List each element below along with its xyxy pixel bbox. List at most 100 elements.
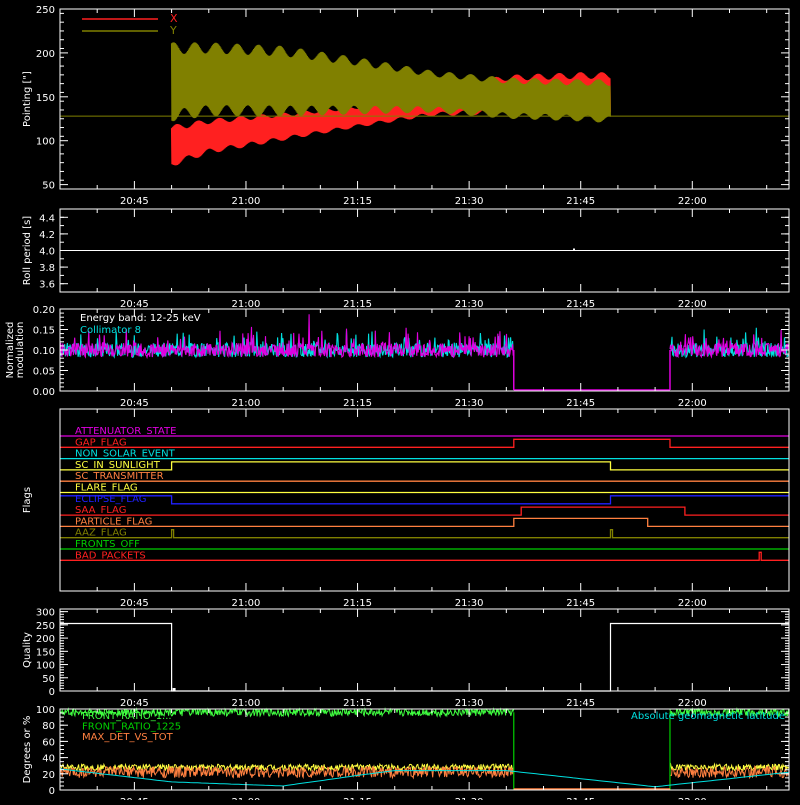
yellow-trace xyxy=(669,762,790,772)
y-tick-label: 4.2 xyxy=(39,230,55,241)
y-axis-label: Degrees or % xyxy=(22,716,33,784)
x-tick-label: 22:00 xyxy=(678,196,707,207)
y-tick-label: 250 xyxy=(36,621,55,632)
flag-trace-saa-flag xyxy=(60,506,789,516)
modulation-trace xyxy=(59,314,514,360)
x-tick-label: 21:00 xyxy=(232,299,261,310)
x-tick-label: 21:45 xyxy=(566,398,595,409)
x-tick-label: 21:45 xyxy=(566,299,595,310)
y-tick-label: 200 xyxy=(36,49,55,60)
x-tick-label: 21:30 xyxy=(455,398,484,409)
panel-frame xyxy=(59,8,790,190)
y-tick-label: 0.10 xyxy=(33,346,55,357)
x-tick-label: 20:45 xyxy=(120,598,149,609)
x-tick-label: 22:00 xyxy=(678,299,707,310)
x-tick-label: 22:00 xyxy=(678,398,707,409)
x-tick-label: 22:00 xyxy=(678,598,707,609)
flag-label-gap-flag: GAP_FLAG xyxy=(75,437,127,448)
flag-label-particle-flag: PARTICLE_FLAG xyxy=(75,516,152,527)
y-tick-label: 0 xyxy=(49,687,55,698)
y-axis-label: Normalized xyxy=(5,322,16,379)
annotation-collimator: Collimator 8 xyxy=(80,325,141,336)
flag-trace-particle-flag xyxy=(60,517,789,528)
flag-label-aaz-flag: AAZ_FLAG xyxy=(75,528,127,539)
max-det-trace xyxy=(59,764,515,780)
x-tick-label: 21:15 xyxy=(343,598,372,609)
flag-label-sc-transmitter: SC_TRANSMITTER xyxy=(75,471,164,482)
flag-trace-eclipse-flag xyxy=(60,495,789,505)
legend-label-x: X xyxy=(170,12,178,25)
y-tick-label: 0.20 xyxy=(33,305,55,316)
y-tick-label: 80 xyxy=(42,721,55,732)
y-tick-label: 200 xyxy=(36,634,55,645)
annotation-energy-band: Energy band: 12-25 keV xyxy=(80,313,201,324)
flag-label-eclipse-flag: ECLIPSE_FLAG xyxy=(75,494,146,505)
legend-label: MAX_DET_VS_TOT xyxy=(82,732,174,743)
x-tick-label: 21:00 xyxy=(232,398,261,409)
flag-label-non-solar-event: NON_SOLAR_EVENT xyxy=(75,449,176,460)
y-axis-label: Quality xyxy=(22,632,33,668)
flag-label-fronts-off: FRONTS_OFF xyxy=(75,539,140,550)
x-tick-label: 21:00 xyxy=(232,196,261,207)
x-tick-label: 21:30 xyxy=(455,196,484,207)
max-det-trace xyxy=(669,764,790,780)
y-tick-label: 50 xyxy=(42,674,55,685)
flag-label-bad-packets: BAD_PACKETS xyxy=(75,550,146,561)
geomagnetic-latitude-line xyxy=(59,768,790,788)
x-tick-label: 20:45 xyxy=(120,299,149,310)
legend-label: FRONT_RATIO_1225 xyxy=(82,722,181,733)
x-tick-label: 21:00 xyxy=(232,598,261,609)
y-axis-label: modulation xyxy=(15,322,26,379)
y-tick-label: 100 xyxy=(36,137,55,148)
y-tick-label: 4.4 xyxy=(39,213,55,224)
x-tick-label: 22:00 xyxy=(678,698,707,709)
y-tick-label: 250 xyxy=(36,5,55,16)
y-tick-label: 0.15 xyxy=(33,326,55,337)
y-tick-label: 300 xyxy=(36,608,55,619)
y-axis-label: Pointing ["] xyxy=(22,71,33,127)
y-tick-label: 40 xyxy=(42,754,55,765)
x-tick-label: 21:45 xyxy=(566,598,595,609)
x-tick-label: 21:15 xyxy=(343,698,372,709)
flag-trace-gap-flag xyxy=(60,438,789,448)
x-tick-label: 21:30 xyxy=(455,698,484,709)
x-tick-label: 21:45 xyxy=(566,196,595,207)
flag-label-attenuator-state: ATTENUATOR_STATE xyxy=(75,426,176,437)
y-tick-label: 20 xyxy=(42,770,55,781)
flag-label-flare-flag: FLARE_FLAG xyxy=(75,483,138,494)
flag-label-sc-in-sunlight: SC_IN_SUNLIGHT xyxy=(75,460,161,471)
y-tick-label: 0.05 xyxy=(33,367,55,378)
legend-label: FRONT_RATIO_1... xyxy=(82,711,172,722)
y-tick-label: 0 xyxy=(49,786,55,797)
y-tick-label: 4.0 xyxy=(39,247,55,258)
y-tick-label: 150 xyxy=(36,647,55,658)
y-tick-label: 60 xyxy=(42,737,55,748)
y-axis-label: Flags xyxy=(22,487,33,513)
x-tick-label: 20:45 xyxy=(120,196,149,207)
axes-layer xyxy=(59,8,790,791)
right-label: Absolute geomagnetic latitude xyxy=(631,711,785,722)
x-tick-label: 21:30 xyxy=(455,299,484,310)
y-tick-label: 50 xyxy=(42,181,55,192)
x-tick-label: 20:45 xyxy=(120,698,149,709)
flag-trace-bad-packets xyxy=(60,551,789,561)
flag-trace-sc-in-sunlight xyxy=(60,461,789,471)
y-tick-label: 3.8 xyxy=(39,263,55,274)
flag-trace-aaz-flag xyxy=(60,529,789,539)
x-tick-label: 21:45 xyxy=(566,698,595,709)
quality-point xyxy=(172,688,176,691)
x-tick-label: 21:15 xyxy=(343,299,372,310)
y-tick-label: 100 xyxy=(36,705,55,716)
x-tick-label: 21:15 xyxy=(343,398,372,409)
panel-frame xyxy=(59,408,790,592)
y-tick-label: 150 xyxy=(36,93,55,104)
panel-frame xyxy=(59,608,790,692)
y-tick-label: 3.6 xyxy=(39,280,55,291)
series-y-line xyxy=(170,42,611,123)
legend-label-y: Y xyxy=(169,24,177,37)
x-tick-label: 21:30 xyxy=(455,598,484,609)
x-tick-label: 20:45 xyxy=(120,398,149,409)
x-tick-label: 21:00 xyxy=(232,698,261,709)
